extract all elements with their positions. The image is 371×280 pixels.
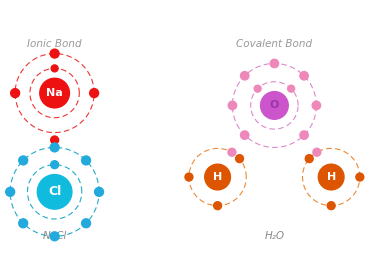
Circle shape <box>19 219 28 228</box>
Circle shape <box>50 232 59 241</box>
Text: H: H <box>213 172 222 182</box>
Circle shape <box>6 187 14 196</box>
Circle shape <box>240 72 249 80</box>
Circle shape <box>270 59 279 68</box>
Circle shape <box>95 187 104 196</box>
Circle shape <box>254 85 261 92</box>
Circle shape <box>260 92 288 119</box>
Circle shape <box>236 155 243 163</box>
Circle shape <box>82 219 91 228</box>
Circle shape <box>51 136 59 144</box>
Circle shape <box>312 101 321 110</box>
Text: Ionic Bond: Ionic Bond <box>27 39 82 49</box>
Text: H: H <box>326 172 336 182</box>
Circle shape <box>327 202 335 210</box>
Circle shape <box>300 131 308 139</box>
Circle shape <box>313 148 321 156</box>
Circle shape <box>356 173 364 181</box>
Circle shape <box>228 148 236 156</box>
Circle shape <box>37 174 72 209</box>
Circle shape <box>90 89 99 97</box>
Circle shape <box>51 161 59 169</box>
Circle shape <box>318 164 344 190</box>
Circle shape <box>240 131 249 139</box>
Circle shape <box>51 65 58 72</box>
Circle shape <box>300 72 308 80</box>
Circle shape <box>214 202 221 210</box>
Circle shape <box>50 49 59 58</box>
Circle shape <box>288 85 295 92</box>
Circle shape <box>40 78 69 108</box>
Text: H₂O: H₂O <box>265 231 285 241</box>
Circle shape <box>50 143 59 152</box>
Text: Na: Na <box>46 88 63 98</box>
Text: Cl: Cl <box>48 185 61 198</box>
Circle shape <box>11 89 20 97</box>
Text: Covalent Bond: Covalent Bond <box>236 39 312 49</box>
Circle shape <box>185 173 193 181</box>
Circle shape <box>305 155 313 163</box>
Text: NaCl: NaCl <box>43 231 67 241</box>
Text: O: O <box>270 101 279 110</box>
Circle shape <box>19 156 28 165</box>
Circle shape <box>82 156 91 165</box>
Circle shape <box>205 164 230 190</box>
Circle shape <box>228 101 237 110</box>
